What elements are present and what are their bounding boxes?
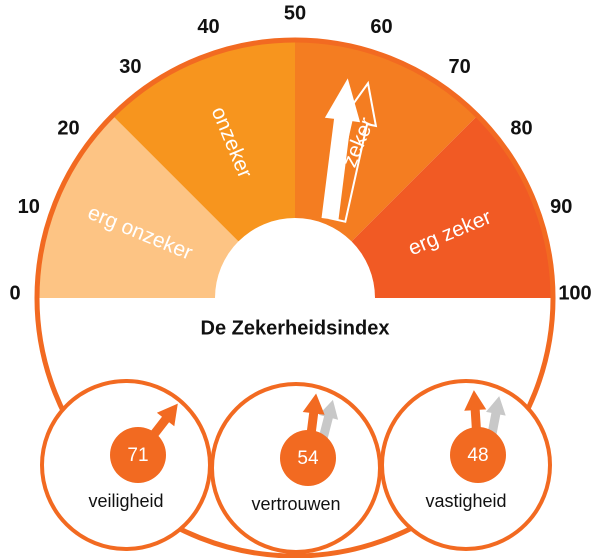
tick-label: 50 [284, 2, 306, 24]
tick-label: 20 [57, 118, 79, 140]
sub-gauge: 54 vertrouwen [210, 382, 382, 554]
tick-label: 40 [197, 16, 219, 38]
sub-gauge-label: vastigheid [425, 491, 506, 511]
value-dot [450, 427, 506, 483]
value-dot [110, 427, 166, 483]
tick-label: 30 [119, 56, 141, 78]
tick-label: 0 [9, 282, 20, 304]
sub-gauge-label: veiligheid [88, 491, 163, 511]
chart-title: De Zekerheidsindex [201, 317, 390, 339]
tick-label: 100 [558, 282, 591, 304]
value-dot [280, 430, 336, 486]
sub-gauge: 71 veiligheid [40, 379, 212, 551]
value-label: 48 [467, 445, 488, 466]
value-label: 71 [127, 445, 148, 466]
sub-gauge-label: vertrouwen [251, 494, 340, 514]
tick-label: 80 [510, 118, 532, 140]
gauge-hub [215, 218, 375, 378]
tick-label: 70 [448, 56, 470, 78]
sub-gauge: 48 vastigheid [380, 379, 552, 551]
tick-label: 60 [370, 16, 392, 38]
tick-label: 90 [550, 196, 572, 218]
tick-label: 10 [18, 196, 40, 218]
needle [321, 78, 361, 221]
value-label: 54 [297, 448, 319, 469]
gauge-rim [34, 37, 556, 558]
